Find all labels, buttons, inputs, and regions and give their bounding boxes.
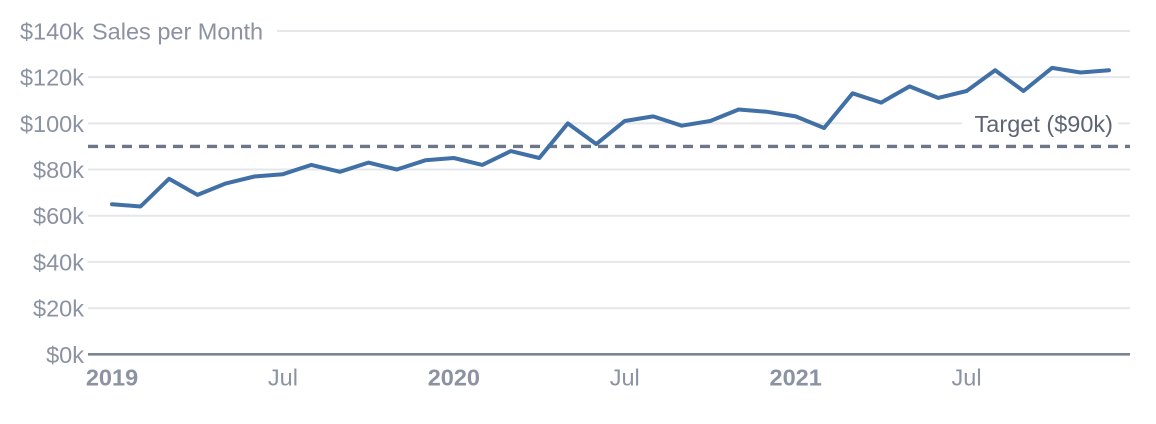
x-tick-label: 2020: [428, 365, 480, 391]
target-label: Target ($90k): [975, 111, 1113, 137]
y-tick-label: $100k: [20, 111, 84, 137]
y-tick-label: $40k: [33, 249, 84, 275]
y-tick-label: $120k: [20, 65, 84, 91]
y-tick-label: $20k: [33, 296, 84, 322]
x-tick-label: 2019: [86, 365, 138, 391]
y-tick-label: $80k: [33, 157, 84, 183]
x-tick-label: Jul: [610, 365, 640, 391]
sales-series-line: [110, 65, 1111, 209]
chart-title: Sales per Month: [92, 18, 263, 44]
x-tick-label: Jul: [952, 365, 982, 391]
x-tick-label: Jul: [268, 365, 298, 391]
y-tick-label: $60k: [33, 203, 84, 229]
x-tick-label: 2021: [770, 365, 822, 391]
y-tick-label: $0k: [46, 342, 84, 368]
y-tick-label: $140k: [20, 18, 84, 44]
